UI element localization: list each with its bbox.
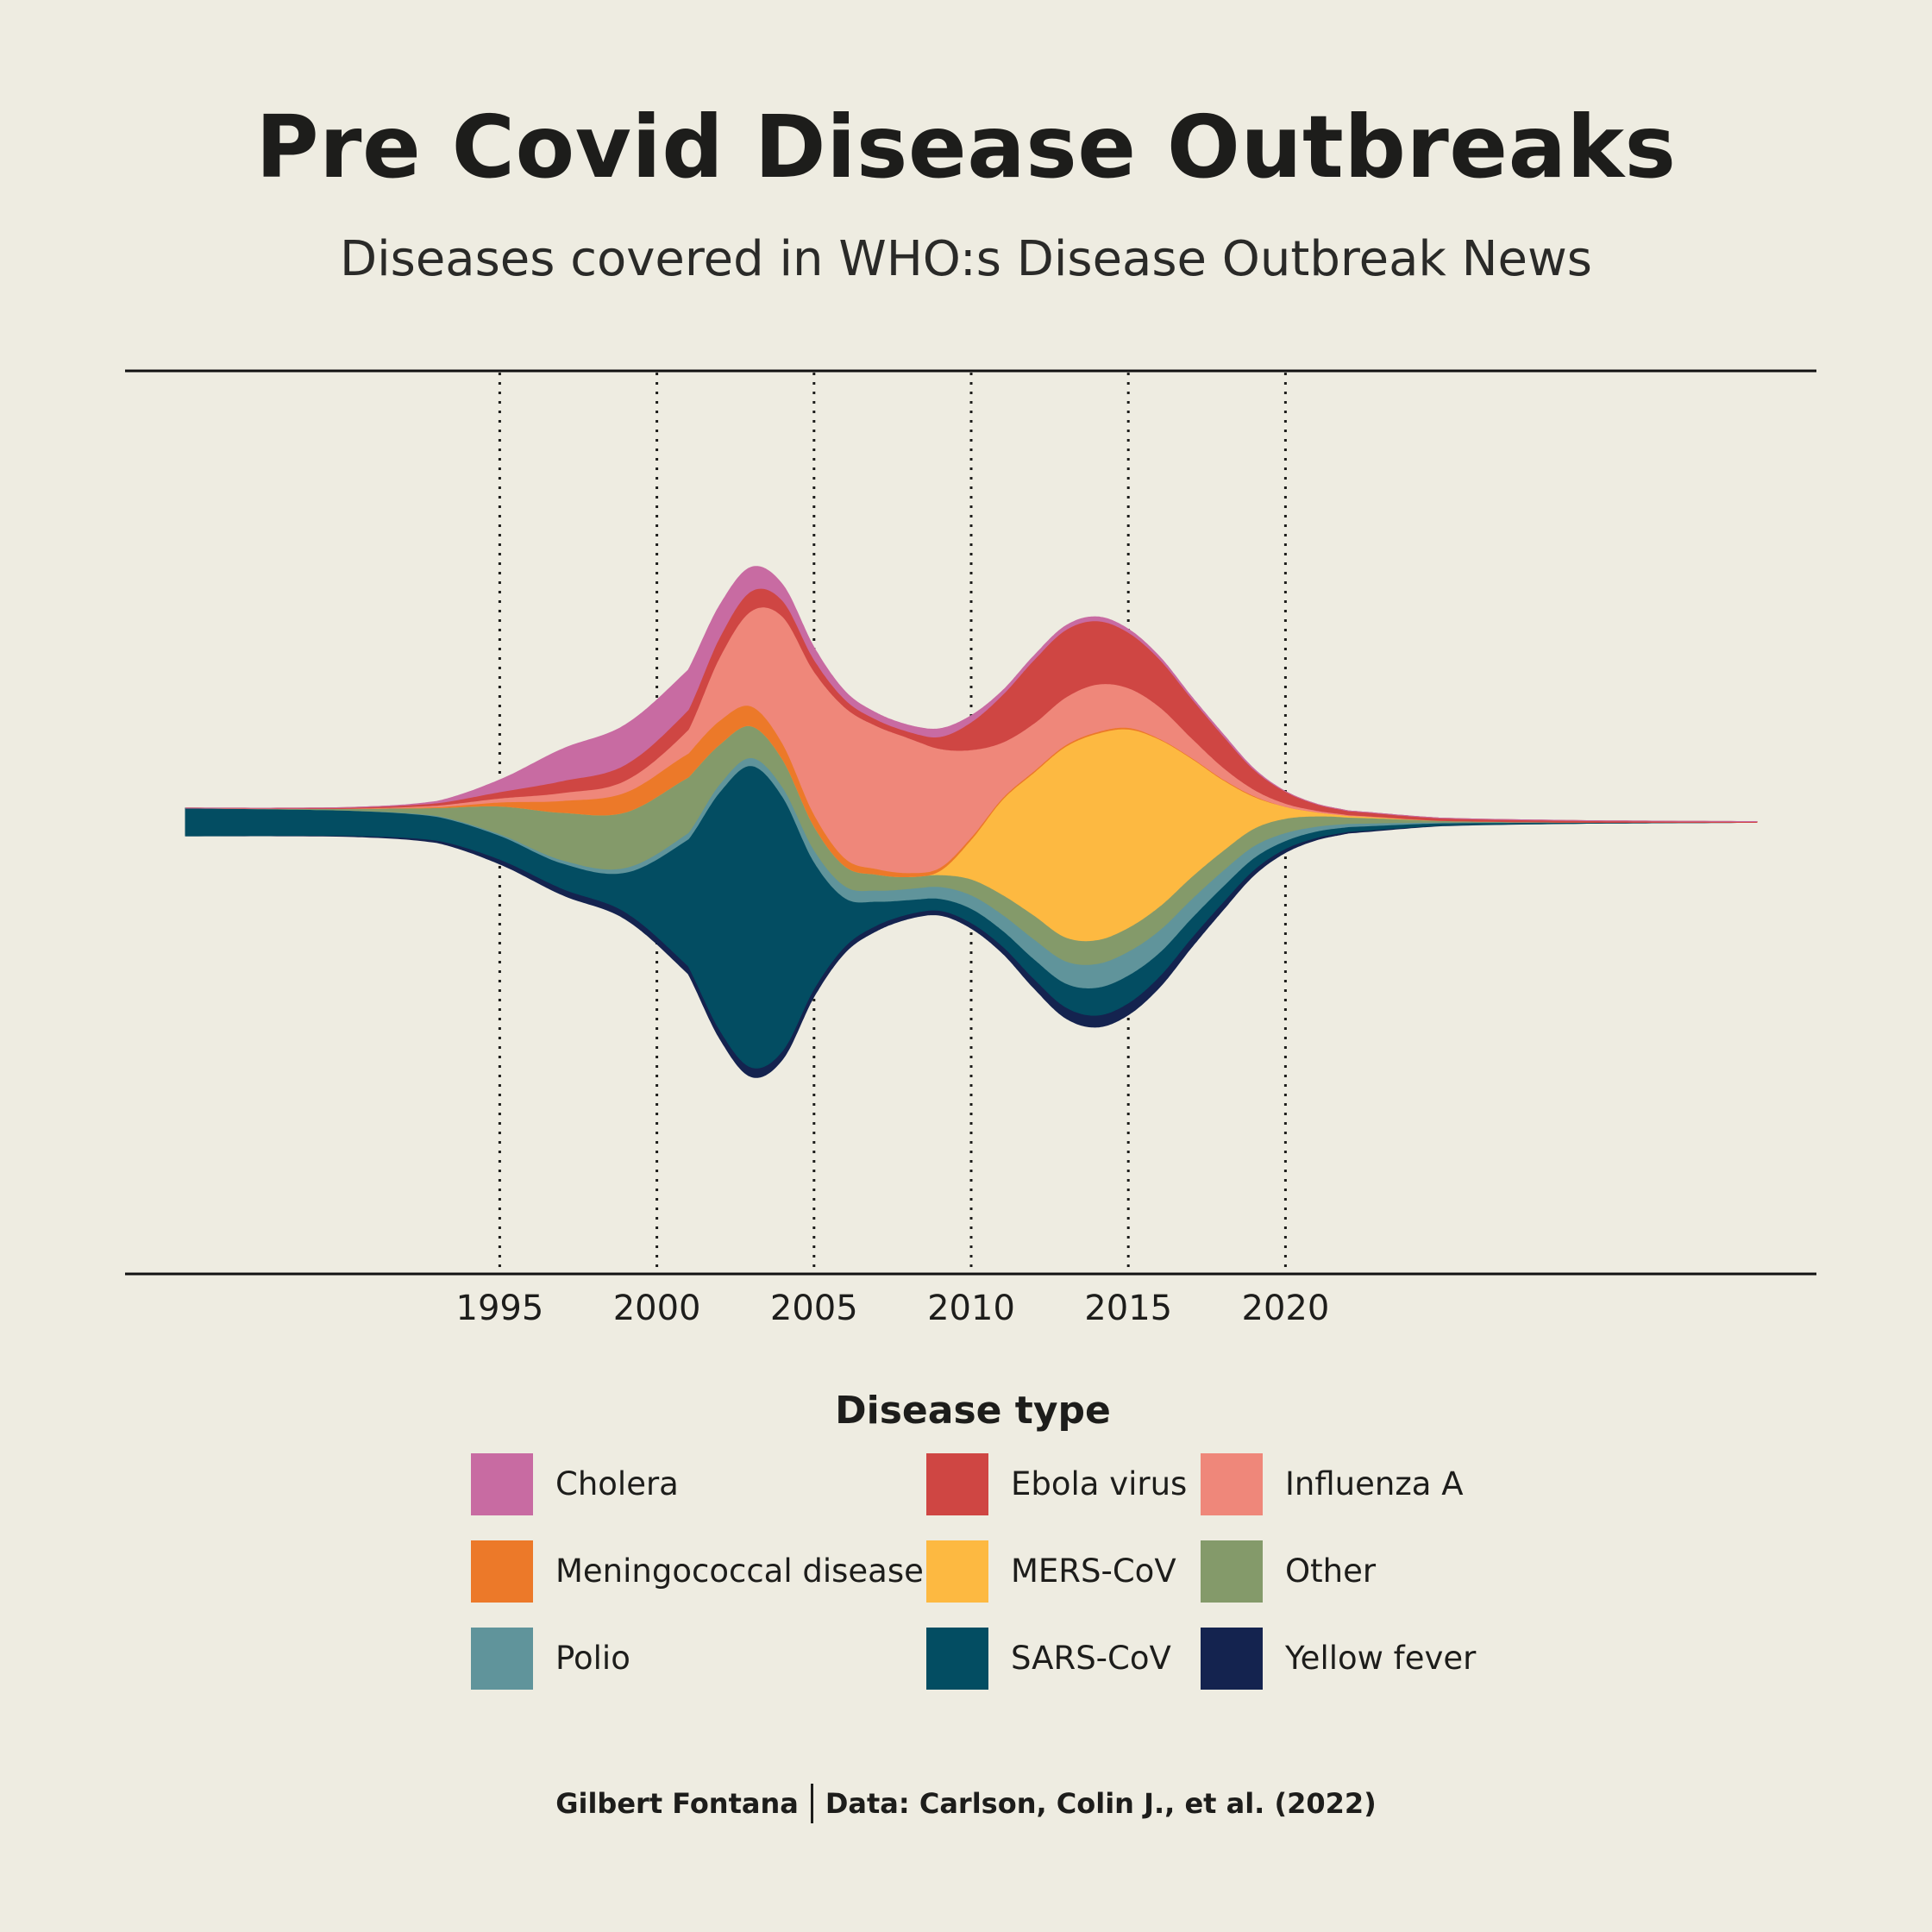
legend-swatch-other	[1201, 1540, 1263, 1603]
caption: Gilbert Fontana Data: Carlson, Colin J., …	[0, 1784, 1932, 1823]
legend-label-yellow-fever: Yellow fever	[1285, 1640, 1477, 1677]
x-tick-label-2015: 2015	[1084, 1289, 1172, 1328]
x-tick-label-2010: 2010	[927, 1289, 1015, 1328]
legend-swatch-meningococcal-disease	[471, 1540, 533, 1603]
legend-swatch-influenza-a	[1201, 1453, 1263, 1515]
legend-swatch-polio	[471, 1628, 533, 1690]
chart-subtitle: Diseases covered in WHO:s Disease Outbre…	[340, 231, 1592, 287]
legend-label-polio: Polio	[555, 1640, 630, 1677]
legend-label-sars-cov: SARS-CoV	[1011, 1640, 1171, 1677]
legend-swatch-mers-cov	[926, 1540, 988, 1603]
legend-label-cholera: Cholera	[555, 1465, 679, 1502]
caption-separator	[810, 1784, 813, 1823]
legend-swatch-sars-cov	[926, 1628, 988, 1690]
caption-author: Gilbert Fontana	[555, 1787, 799, 1820]
x-tick-labels: 1995 2000 2005 2010 2015 2020	[456, 1289, 1330, 1328]
legend-label-meningococcal-disease: Meningococcal disease	[555, 1552, 924, 1590]
legend-label-ebola-virus: Ebola virus	[1011, 1465, 1188, 1502]
x-tick-label-2020: 2020	[1242, 1289, 1330, 1328]
stream-layer-cholera	[185, 566, 1757, 822]
legend-swatch-yellow-fever	[1201, 1628, 1263, 1690]
caption-source: Data: Carlson, Colin J., et al. (2022)	[825, 1787, 1377, 1820]
legend-label-influenza-a: Influenza A	[1285, 1465, 1464, 1502]
grid-lines	[498, 373, 1287, 1272]
streamgraph-chart: 1995 2000 2005 2010 2015 2020	[125, 369, 1816, 1328]
legend-swatch-ebola-virus	[926, 1453, 988, 1515]
x-tick-label-2000: 2000	[613, 1289, 701, 1328]
legend-swatch-cholera	[471, 1453, 533, 1515]
legend-title: Disease type	[835, 1389, 1111, 1433]
x-tick-label-2005: 2005	[770, 1289, 858, 1328]
x-tick-label-1995: 1995	[456, 1289, 544, 1328]
stream-layers	[185, 566, 1758, 1078]
legend-label-other: Other	[1285, 1552, 1377, 1590]
legend-label-mers-cov: MERS-CoV	[1011, 1552, 1176, 1590]
chart-title: Pre Covid Disease Outbreaks	[255, 97, 1677, 198]
